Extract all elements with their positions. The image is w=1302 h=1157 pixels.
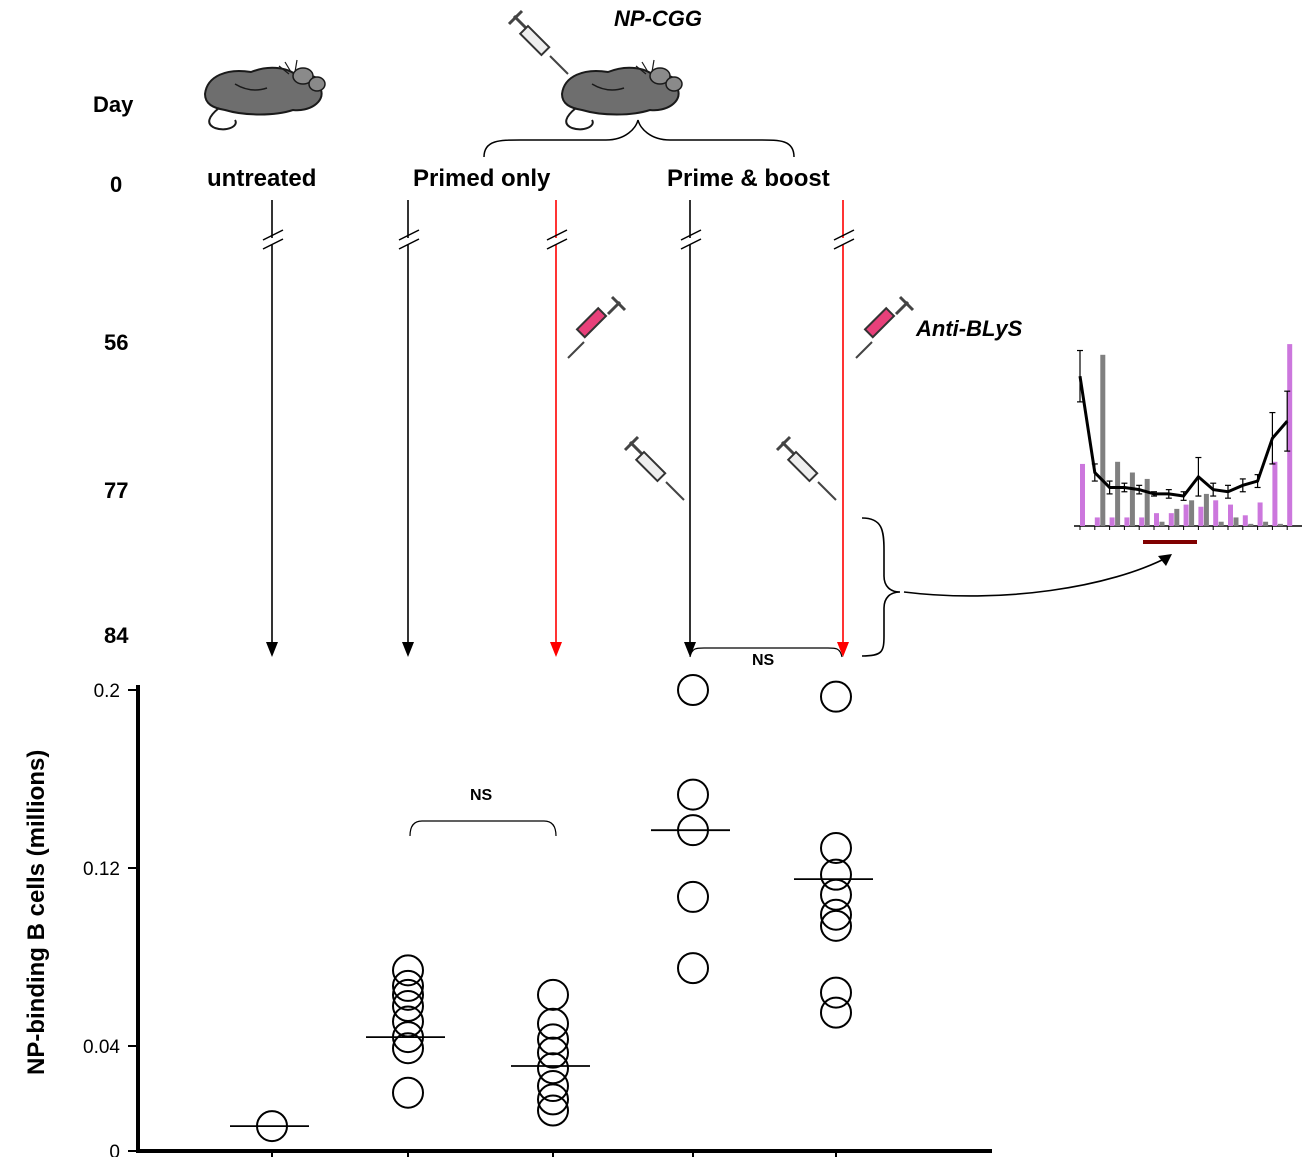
untreated-mouse-icon: [204, 59, 326, 131]
day-56-label: 56: [104, 330, 128, 355]
data-point: [537, 1007, 569, 1040]
inset-bar-purple: [1242, 515, 1248, 526]
day-77-label: 77: [104, 478, 128, 503]
anti-blys-syringe-icon: [566, 295, 627, 360]
y-tick-label: 0.2: [94, 681, 120, 702]
protocol-diagram: Day 0 56 77 84 NP-CGG untreated Primed o…: [93, 6, 1172, 657]
day-header: Day: [93, 92, 134, 117]
inset-bar-purple: [1287, 344, 1293, 526]
inset-bar-purple: [1183, 504, 1189, 526]
data-point: [537, 1036, 569, 1069]
ns-bracket-prime-boost: [689, 647, 843, 658]
inset-bar-grey: [1144, 478, 1150, 526]
data-point: [537, 1083, 569, 1116]
day-0-label: 0: [110, 172, 122, 197]
inset-bar-grey: [1233, 517, 1239, 526]
anti-blys-syringe-icon: [854, 295, 915, 360]
data-point: [392, 989, 424, 1022]
inset-bar-grey: [1203, 493, 1209, 526]
y-tick-label: 0.04: [83, 1037, 120, 1058]
data-point: [392, 954, 424, 987]
inset-bar-purple: [1272, 461, 1278, 526]
data-point: [677, 880, 709, 913]
data-point: [820, 898, 852, 931]
ns-label-primed-only: NS: [470, 787, 493, 804]
immunized-mouse-icon: [561, 59, 683, 131]
main-chart: NP-binding B cells (millions) NS NS 0 0.0…: [23, 647, 992, 1157]
data-point: [392, 1076, 424, 1109]
data-point: [537, 1052, 569, 1085]
y-axis-label: NP-binding B cells (millions): [23, 750, 50, 1075]
data-point: [537, 1094, 569, 1127]
inset-line: [1078, 375, 1289, 498]
boost-syringe-icon: [623, 435, 686, 502]
syringe-icon: [507, 9, 570, 76]
inset-bar-purple: [1213, 500, 1219, 526]
inset-bar-grey: [1115, 461, 1121, 526]
treatment-label: Anti-BLyS: [915, 316, 1023, 341]
data-point: [820, 909, 852, 942]
group-label-untreated: untreated: [207, 165, 316, 192]
inset-bar-grey: [1174, 508, 1180, 526]
group-brace: [483, 119, 795, 158]
inset-bar-purple: [1139, 517, 1145, 526]
data-point: [820, 996, 852, 1029]
inset-bar-grey: [1189, 500, 1195, 526]
inset-bar-purple: [1124, 517, 1130, 526]
inset-bar-grey: [1277, 523, 1283, 526]
data-point: [537, 978, 569, 1011]
day-84-label: 84: [104, 623, 129, 648]
inset-chart: [1074, 344, 1302, 544]
inset-bar-purple: [1198, 506, 1204, 526]
inset-bar-purple: [1109, 517, 1115, 526]
data-point: [537, 1023, 569, 1056]
data-point: [820, 976, 852, 1009]
ns-label-prime-boost: NS: [752, 652, 775, 669]
data-point: [392, 978, 424, 1011]
inset-bar-grey: [1100, 354, 1106, 526]
inset-bar-grey: [1218, 521, 1224, 526]
data-point: [677, 778, 709, 811]
timeline-arrows: [262, 200, 855, 657]
boost-syringe-icon: [775, 435, 838, 502]
inset-bar-purple: [1094, 517, 1100, 526]
data-point: [820, 680, 852, 713]
data-point: [820, 831, 852, 864]
y-tick-label: 0.12: [83, 859, 120, 880]
inset-bar-purple: [1228, 504, 1233, 526]
inset-bar-purple: [1154, 513, 1159, 526]
data-point: [677, 674, 709, 706]
inset-pointer-arrow: [903, 555, 1171, 597]
data-point: [392, 969, 424, 1002]
inset-bar-grey: [1129, 472, 1135, 526]
group-label-primed-only: Primed only: [413, 165, 551, 192]
immunogen-label: NP-CGG: [614, 6, 702, 31]
inset-bar-purple: [1168, 513, 1174, 526]
data-point: [537, 1070, 569, 1103]
inset-bar-purple: [1257, 502, 1263, 526]
group-label-prime-boost: Prime & boost: [667, 165, 830, 192]
inset-bar-grey: [1159, 521, 1165, 526]
ns-bracket-primed-only: [409, 820, 557, 837]
inset-pointer-arrowhead: [1158, 554, 1172, 566]
window-brace: [861, 517, 901, 657]
inset-bar-grey: [1263, 521, 1269, 526]
data-point: [677, 952, 709, 985]
data-point: [392, 1032, 424, 1065]
y-tick-label: 0: [109, 1142, 120, 1157]
inset-bar-grey: [1248, 523, 1254, 526]
data-point: [820, 858, 852, 891]
inset-bar-purple: [1080, 463, 1085, 526]
